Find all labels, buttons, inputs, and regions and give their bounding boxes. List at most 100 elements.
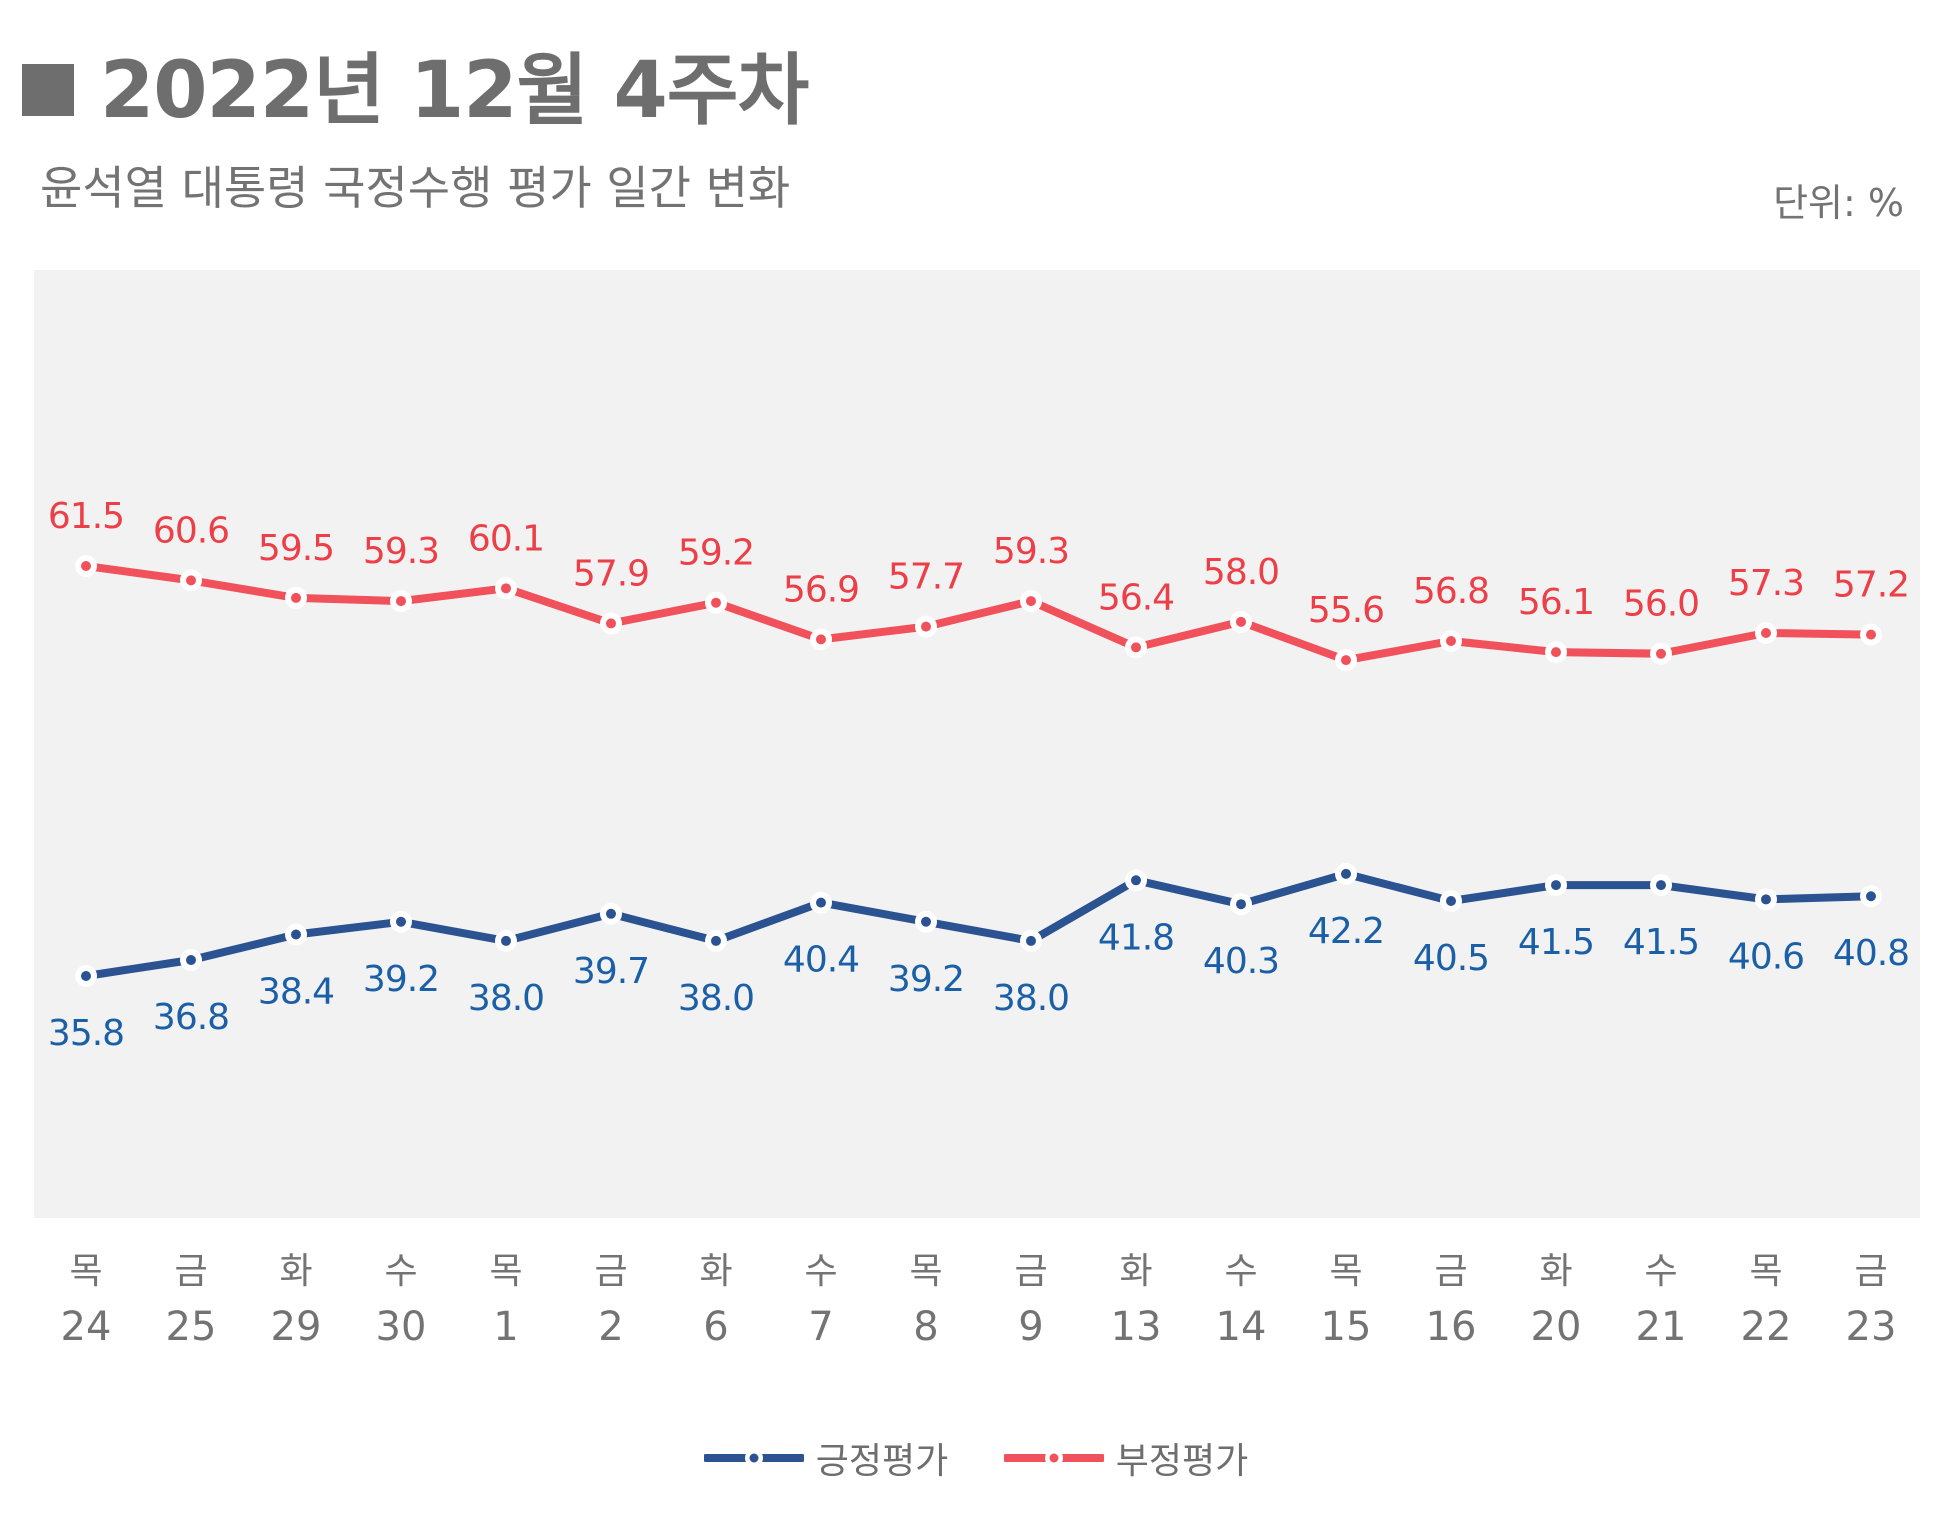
x-tick-day: 수 <box>384 1251 417 1292</box>
x-tick-day: 화 <box>279 1251 312 1292</box>
data-point-dot-negative <box>816 634 826 645</box>
data-label-positive: 38.4 <box>258 972 334 1013</box>
x-tick-day: 금 <box>1434 1251 1467 1292</box>
data-point-dot-negative <box>186 575 196 586</box>
data-label-positive: 40.6 <box>1728 936 1804 977</box>
x-tick-day: 화 <box>1539 1251 1572 1292</box>
data-point-dot-positive <box>1761 894 1771 905</box>
data-label-positive: 39.7 <box>573 951 649 992</box>
x-tick-day: 금 <box>1854 1251 1887 1292</box>
data-label-negative: 56.0 <box>1623 584 1699 625</box>
data-label-positive: 41.8 <box>1098 917 1174 958</box>
data-point-dot-positive <box>396 916 406 927</box>
x-tick-day: 목 <box>489 1251 522 1292</box>
x-tick-day: 목 <box>1329 1251 1362 1292</box>
data-point-dot-positive <box>1341 868 1351 879</box>
x-tick-day: 금 <box>174 1251 207 1292</box>
data-label-positive: 38.0 <box>993 978 1069 1019</box>
x-tick-date: 15 <box>1321 1304 1372 1350</box>
legend-item-negative: 부정평가 <box>1001 1432 1248 1484</box>
x-tick-date: 14 <box>1216 1304 1267 1350</box>
data-label-positive: 38.0 <box>678 978 754 1019</box>
x-tick-date: 25 <box>166 1304 217 1350</box>
data-label-negative: 60.1 <box>468 518 544 559</box>
data-label-negative: 59.3 <box>363 531 439 572</box>
x-tick-day: 목 <box>909 1251 942 1292</box>
x-tick-date: 22 <box>1741 1304 1792 1350</box>
x-tick-date: 8 <box>913 1304 938 1350</box>
x-tick-day: 수 <box>1224 1251 1257 1292</box>
data-point-dot-positive <box>1026 935 1036 946</box>
unit-label: 단위: % <box>1773 181 1904 225</box>
data-point-dot-negative <box>711 597 721 608</box>
data-label-negative: 58.0 <box>1203 552 1279 593</box>
legend-swatch-positive-icon <box>701 1449 806 1467</box>
data-label-negative: 56.8 <box>1413 571 1489 612</box>
data-label-negative: 56.4 <box>1098 577 1174 618</box>
x-tick-date: 20 <box>1531 1304 1582 1350</box>
data-label-negative: 57.7 <box>888 557 964 598</box>
data-label-negative: 56.1 <box>1518 582 1594 623</box>
data-label-positive: 38.0 <box>468 978 544 1019</box>
x-tick-date: 30 <box>376 1304 427 1350</box>
data-label-positive: 42.2 <box>1308 911 1384 952</box>
page-title: 2022년 12월 4주차 <box>22 28 809 140</box>
data-point-dot-negative <box>1026 596 1036 607</box>
data-point-dot-positive <box>711 935 721 946</box>
data-point-dot-positive <box>186 955 196 966</box>
data-point-dot-positive <box>1656 880 1666 891</box>
chart-subtitle: 윤석열 대통령 국정수행 평가 일간 변화 <box>40 161 791 215</box>
data-point-dot-positive <box>606 908 616 919</box>
x-tick-date: 29 <box>271 1304 322 1350</box>
data-point-dot-negative <box>81 561 91 571</box>
data-point-dot-positive <box>921 916 931 927</box>
x-tick-day: 화 <box>699 1251 732 1292</box>
data-point-dot-positive <box>81 971 91 981</box>
data-point-dot-negative <box>1446 635 1456 646</box>
data-point-dot-negative <box>1236 616 1246 627</box>
series-line-positive <box>82 869 1875 980</box>
x-tick-day: 목 <box>1749 1251 1782 1292</box>
chart-legend: 긍정평가 부정평가 <box>0 1432 1952 1484</box>
data-label-positive: 40.3 <box>1203 941 1279 982</box>
legend-label-positive: 긍정평가 <box>815 1441 949 1482</box>
x-tick-day: 수 <box>804 1251 837 1292</box>
legend-swatch-negative-icon <box>1001 1449 1106 1467</box>
data-label-negative: 55.6 <box>1308 590 1384 631</box>
data-point-dot-negative <box>1866 629 1876 640</box>
x-tick-date: 16 <box>1426 1304 1477 1350</box>
data-label-negative: 57.9 <box>573 553 649 594</box>
x-tick-date: 21 <box>1636 1304 1687 1350</box>
data-label-positive: 40.8 <box>1833 933 1909 974</box>
data-label-positive: 39.2 <box>888 959 964 1000</box>
data-label-positive: 35.8 <box>48 1013 124 1054</box>
data-point-dot-negative <box>1341 655 1351 666</box>
x-tick-date: 7 <box>808 1304 833 1350</box>
data-point-dot-positive <box>816 897 826 908</box>
data-label-positive: 40.5 <box>1413 938 1489 979</box>
data-point-dot-negative <box>396 596 406 607</box>
data-label-positive: 39.2 <box>363 959 439 1000</box>
x-tick-day: 금 <box>1014 1251 1047 1292</box>
x-tick-date: 2 <box>598 1304 623 1350</box>
data-point-dot-negative <box>1656 648 1666 659</box>
data-point-dot-negative <box>291 592 301 603</box>
x-tick-day: 금 <box>594 1251 627 1292</box>
x-tick-date: 13 <box>1111 1304 1162 1350</box>
data-point-dot-positive <box>1236 899 1246 910</box>
data-point-dot-positive <box>291 929 301 940</box>
x-tick-date: 24 <box>61 1304 112 1350</box>
data-point-dot-positive <box>501 935 511 946</box>
data-label-negative: 59.2 <box>678 533 754 574</box>
data-label-positive: 36.8 <box>153 997 229 1038</box>
data-point-dot-positive <box>1551 880 1561 891</box>
data-label-negative: 61.5 <box>48 496 124 537</box>
x-tick-day: 수 <box>1644 1251 1677 1292</box>
data-point-dot-positive <box>1446 896 1456 907</box>
plot-background <box>34 270 1920 1218</box>
x-tick-day: 목 <box>69 1251 102 1292</box>
data-point-dot-negative <box>1761 628 1771 639</box>
data-label-positive: 41.5 <box>1623 922 1699 963</box>
data-label-negative: 56.9 <box>783 569 859 610</box>
